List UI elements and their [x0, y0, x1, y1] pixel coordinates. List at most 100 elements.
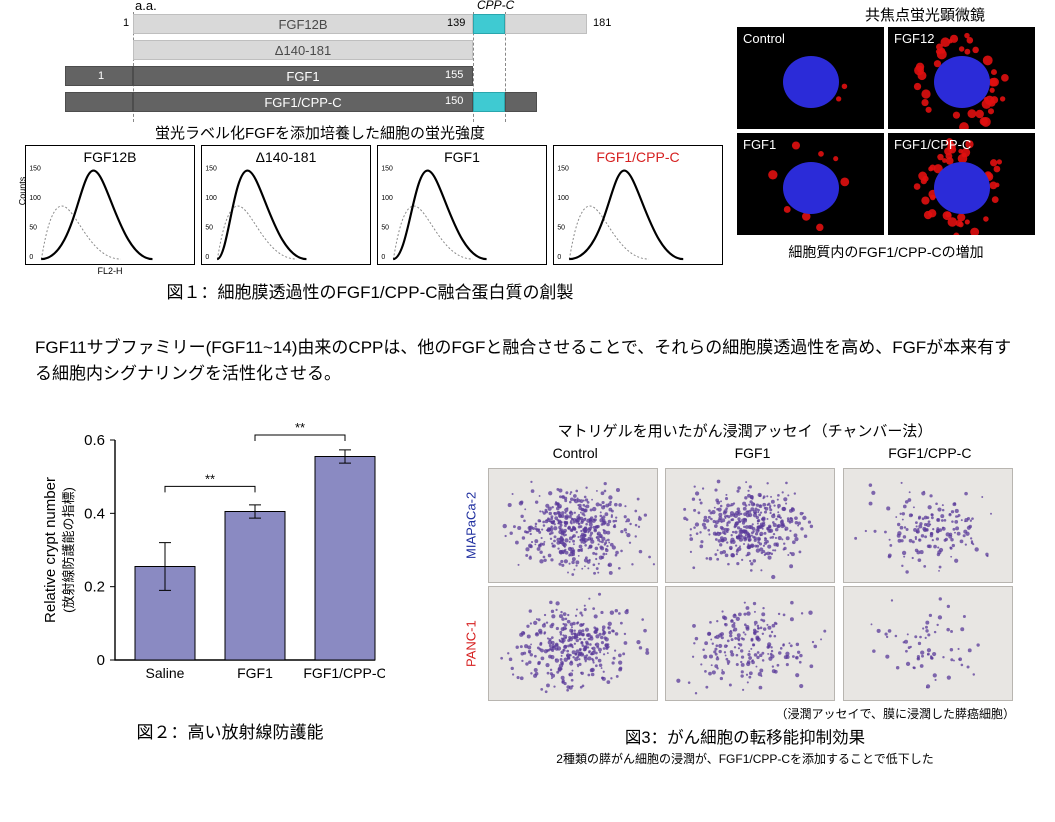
histogram-xlabel: FL2-H [26, 266, 194, 276]
bar-label: FGF1/CPP-C [264, 95, 341, 110]
histogram-label: FGF1 [378, 149, 546, 165]
bar-delta: Δ140-181 [133, 40, 473, 60]
histogram-label: FGF1/CPP-C [554, 149, 722, 165]
svg-text:150: 150 [557, 166, 569, 173]
bar-label: FGF12B [278, 17, 327, 32]
invasion-cell [843, 586, 1013, 701]
bar-fgf12b: FGF12B [133, 14, 473, 34]
figure-3-subcaption: 2種類の膵がん細胞の浸潤が、FGF1/CPP-Cを添加することで低下した [445, 750, 1045, 767]
svg-text:100: 100 [205, 195, 217, 202]
confocal-caption: 細胞質内のFGF1/CPP-Cの増加 [737, 242, 1035, 262]
svg-text:150: 150 [381, 166, 393, 173]
figure-3-caption: 図3：がん細胞の転移能抑制効果 [445, 724, 1045, 748]
invasion-note: （浸潤アッセイで、膜に浸潤した膵癌細胞） [445, 705, 1045, 722]
svg-text:(放射線防護能の指標): (放射線防護能の指標) [61, 487, 76, 613]
num: 150 [445, 95, 463, 107]
bar-fgf1-lead: 1 [65, 66, 133, 86]
invasion-col-label: FGF1 [665, 445, 839, 465]
invasion-cell [488, 586, 658, 701]
histogram-label: FGF12B [26, 149, 194, 165]
bar-chart-svg: 0 0.2 0.4 0.6 Relative crypt number(放射線防護能の指… [35, 420, 385, 700]
body-paragraph: FGF11サブファミリー(FGF11~14)由来のCPPは、他のFGFと融合させ… [35, 335, 1025, 388]
confocal-label: FGF1 [743, 137, 776, 152]
svg-text:0: 0 [29, 254, 33, 261]
bar-cpp [473, 92, 505, 112]
confocal-label: FGF1/CPP-C [894, 137, 971, 152]
num: 181 [593, 17, 611, 29]
confocal-grid: Control FGF12 FGF1 FGF1/CPP-C [737, 27, 1035, 235]
histogram-panel: Δ140-181 0 50 100 150 [201, 145, 371, 265]
domain-row-fusion: FGF1/CPP-C 150 [125, 92, 645, 114]
svg-text:0.2: 0.2 [84, 579, 105, 596]
bar-fusion-lead [65, 92, 133, 112]
histogram-panel: FGF1/CPP-C 0 50 100 150 [553, 145, 723, 265]
domain-row-fgf12b: 1 FGF12B 139 150 181 [125, 14, 645, 36]
histogram-ylabel: Counts [17, 177, 27, 206]
histogram-title: 蛍光ラベル化FGFを添加培養した細胞の蛍光強度 [155, 122, 485, 143]
svg-text:Saline: Saline [146, 665, 185, 681]
svg-text:150: 150 [205, 166, 217, 173]
bar-fusion: FGF1/CPP-C [133, 92, 473, 112]
figure-2-caption: 図２：高い放射線防護能 [35, 718, 425, 743]
histogram-panel: FGF1 0 50 100 150 [377, 145, 547, 265]
invasion-row-label: PANC-1 [457, 586, 485, 701]
confocal-cell: Control [737, 27, 884, 129]
num: 139 [447, 17, 465, 29]
svg-text:100: 100 [557, 195, 569, 202]
svg-text:FGF1/CPP-C: FGF1/CPP-C [303, 665, 385, 681]
svg-text:100: 100 [381, 195, 393, 202]
svg-text:50: 50 [205, 225, 213, 232]
confocal-label: Control [743, 31, 785, 46]
svg-text:0: 0 [97, 652, 105, 669]
svg-text:150: 150 [29, 166, 41, 173]
invasion-cell [843, 468, 1013, 583]
figure-2: 0 0.2 0.4 0.6 Relative crypt number(放射線防護能の指… [35, 420, 425, 760]
svg-text:50: 50 [29, 225, 37, 232]
bar [225, 512, 285, 661]
confocal-title: 共焦点蛍光顕微鏡 [865, 4, 985, 25]
histogram-label: Δ140-181 [202, 149, 370, 165]
figure-1-caption: 図１：細胞膜透過性のFGF1/CPP-C融合蛋白質の創製 [0, 278, 740, 303]
bar-fusion-tail [505, 92, 537, 112]
num: 155 [445, 69, 463, 81]
svg-text:0: 0 [381, 254, 385, 261]
num: 1 [123, 17, 129, 29]
svg-text:0: 0 [205, 254, 209, 261]
figure-1: a.a. CPP-C 1 FGF12B 139 150 181 Δ140-181… [0, 0, 1055, 310]
confocal-label: FGF12 [894, 31, 934, 46]
svg-text:0.4: 0.4 [84, 505, 105, 522]
confocal-cell: FGF1/CPP-C [888, 133, 1035, 235]
bar-cpp [473, 14, 505, 34]
invasion-cell [665, 468, 835, 583]
domain-row-fgf1: 1 FGF1 155 [125, 66, 645, 88]
num: 1 [94, 70, 104, 82]
bar [315, 457, 375, 661]
bar-label: FGF1 [286, 69, 319, 84]
invasion-col-label: Control [488, 445, 662, 465]
bar-chart: 0 0.2 0.4 0.6 Relative crypt number(放射線防護能の指… [35, 420, 385, 700]
svg-text:100: 100 [29, 195, 41, 202]
confocal-cell: FGF12 [888, 27, 1035, 129]
histogram-panel: FGF12B050100150CountsFL2-H [25, 145, 195, 265]
aa-label: a.a. [135, 0, 157, 13]
invasion-cell [488, 468, 658, 583]
svg-text:0: 0 [557, 254, 561, 261]
invasion-grid: ControlFGF1FGF1/CPP-CMIAPaCa-2PANC-1 [457, 445, 1017, 701]
svg-text:FGF1: FGF1 [237, 665, 273, 681]
svg-text:Relative crypt number: Relative crypt number [42, 477, 59, 623]
figure-3: マトリゲルを用いたがん浸潤アッセイ（チャンバー法） ControlFGF1FGF… [445, 420, 1045, 767]
svg-text:50: 50 [557, 225, 565, 232]
confocal-cell: FGF1 [737, 133, 884, 235]
cppc-label: CPP-C [477, 0, 514, 12]
invasion-col-label: FGF1/CPP-C [843, 445, 1017, 465]
svg-text:0.6: 0.6 [84, 432, 105, 449]
bar-fgf12b-tail [505, 14, 587, 34]
histogram-row: FGF12B050100150CountsFL2-HΔ140-181050100… [25, 145, 723, 265]
bar-label: Δ140-181 [275, 43, 331, 58]
svg-text:50: 50 [381, 225, 389, 232]
domain-diagram: a.a. CPP-C 1 FGF12B 139 150 181 Δ140-181… [125, 0, 645, 104]
matrigel-title: マトリゲルを用いたがん浸潤アッセイ（チャンバー法） [445, 420, 1045, 441]
svg-text:**: ** [295, 420, 305, 435]
domain-row-delta: Δ140-181 [125, 40, 645, 62]
svg-text:**: ** [205, 471, 215, 486]
